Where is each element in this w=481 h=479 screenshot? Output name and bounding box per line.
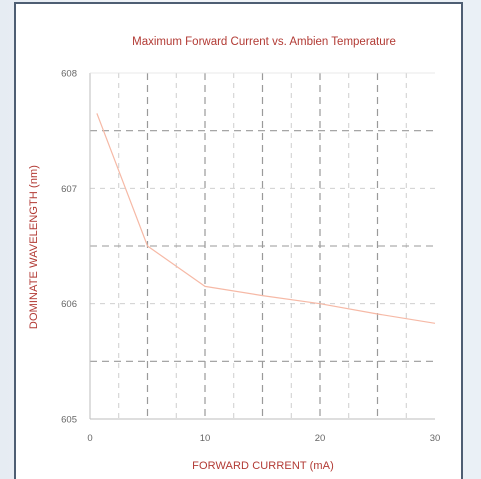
tick-labels: 0 10 20 30 605 606 607 608 xyxy=(61,69,440,445)
y-tick-label: 605 xyxy=(61,415,77,426)
x-tick-label: 30 xyxy=(430,433,441,444)
series-line xyxy=(96,113,436,324)
grid xyxy=(90,73,435,419)
x-axis-title: FORWARD CURRENT (mA) xyxy=(192,460,334,472)
series xyxy=(96,113,436,324)
x-tick-label: 10 xyxy=(200,433,211,444)
x-tick-label: 0 xyxy=(87,433,92,444)
axes xyxy=(89,72,435,420)
chart-card xyxy=(14,2,463,479)
x-tick-label: 20 xyxy=(315,433,326,444)
y-tick-label: 607 xyxy=(61,184,77,195)
y-tick-label: 606 xyxy=(61,299,77,310)
y-tick-label: 608 xyxy=(61,69,77,80)
chart-title: Maximum Forward Current vs. Ambien Tempe… xyxy=(132,36,396,48)
y-axis-title: DOMINATE WAVELENGTH (nm) xyxy=(28,165,40,329)
